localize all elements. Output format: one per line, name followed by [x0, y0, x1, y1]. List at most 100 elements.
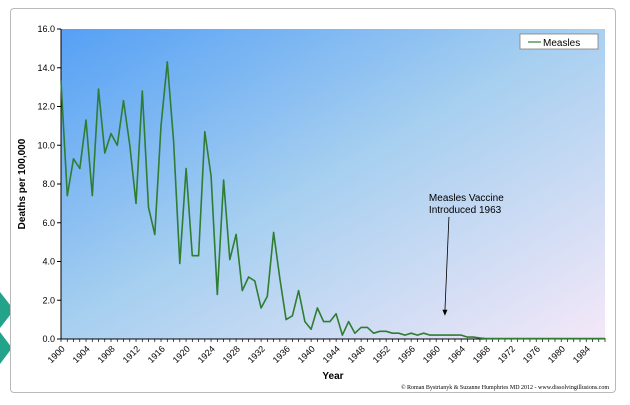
x-tick-label: 1916 [146, 344, 167, 365]
x-tick-label: 1976 [521, 344, 542, 365]
data-point [341, 334, 343, 336]
data-point [172, 140, 175, 142]
data-point [348, 320, 350, 323]
x-tick-label: 1912 [121, 344, 142, 365]
data-point [379, 330, 381, 332]
data-point [566, 338, 569, 340]
data-point [116, 144, 118, 146]
data-point [291, 315, 293, 317]
data-point [460, 334, 462, 336]
data-point [216, 293, 218, 296]
data-point [573, 338, 575, 340]
copyright-credit: © Roman Bystrianyk & Suzanne Humphries M… [401, 384, 609, 391]
data-point [335, 313, 337, 315]
annotation-arrow [444, 216, 450, 311]
data-point [529, 338, 531, 340]
x-tick-label: 1944 [321, 344, 342, 365]
data-point [466, 336, 469, 338]
annotation-text: Measles Vaccine [429, 193, 504, 204]
annotation-text: Introduced 1963 [429, 205, 502, 216]
y-axis-title: Deaths per 100,000 [17, 138, 28, 229]
data-point [254, 280, 256, 282]
x-tick-label: 1964 [446, 344, 467, 365]
y-tick-label: 16.0 [37, 24, 55, 34]
series-layer [60, 61, 606, 340]
data-point [554, 338, 556, 340]
legend-label: Measles [543, 38, 580, 49]
plot-area [61, 29, 605, 339]
data-point [104, 152, 106, 154]
data-point [510, 338, 512, 340]
data-point [441, 334, 444, 336]
x-tick-label: 1924 [196, 344, 217, 365]
data-point [479, 337, 481, 339]
data-point [279, 278, 281, 280]
data-point [410, 332, 412, 334]
data-point [491, 338, 494, 340]
data-point [210, 175, 212, 177]
y-tick-label: 6.0 [42, 218, 55, 228]
data-point [110, 133, 112, 135]
data-point [304, 320, 306, 323]
x-tick-label: 1948 [346, 344, 367, 365]
y-tick-label: 0.0 [42, 334, 55, 344]
data-point [204, 131, 206, 133]
data-point [454, 334, 456, 336]
data-point [579, 338, 581, 340]
data-point [141, 90, 143, 92]
x-tick-label: 1956 [396, 344, 417, 365]
data-point [179, 262, 181, 265]
data-point [485, 338, 487, 340]
data-point [391, 332, 394, 334]
data-point [398, 332, 400, 334]
x-axis-title: Year [322, 371, 343, 382]
data-point [423, 332, 425, 334]
data-point [548, 338, 550, 340]
data-point [560, 338, 562, 340]
data-point [241, 289, 243, 292]
data-point [247, 276, 250, 278]
data-point [585, 338, 587, 340]
x-tick-label: 1936 [271, 344, 292, 365]
y-tick-label: 8.0 [42, 179, 55, 189]
x-tick-label: 1940 [296, 344, 317, 365]
data-point [122, 100, 125, 102]
x-tick-label: 1904 [71, 344, 92, 365]
data-point [360, 326, 362, 328]
data-point [329, 320, 331, 323]
data-point [385, 330, 387, 332]
y-tick-label: 12.0 [37, 102, 55, 112]
data-point [97, 88, 100, 90]
data-point [260, 307, 262, 309]
x-tick-label: 1900 [46, 344, 67, 365]
data-point [272, 231, 275, 234]
x-tick-label: 1928 [221, 344, 242, 365]
data-point [191, 255, 193, 257]
x-tick-label: 1932 [246, 344, 267, 365]
data-point [504, 338, 506, 340]
data-point [266, 295, 268, 297]
data-point [166, 61, 168, 63]
data-point [473, 336, 475, 338]
data-point [498, 338, 500, 340]
x-tick-label: 1980 [546, 344, 567, 365]
data-point [79, 167, 81, 170]
data-point [591, 338, 594, 340]
x-tick-label: 1968 [471, 344, 492, 365]
x-tick-label: 1960 [421, 344, 442, 365]
data-point [154, 233, 156, 235]
data-point [235, 233, 237, 235]
data-point [147, 206, 150, 208]
y-tick-label: 10.0 [37, 140, 55, 150]
data-point [72, 158, 75, 160]
data-point [541, 338, 544, 340]
legend: Measles [519, 33, 599, 50]
data-point [535, 338, 537, 340]
data-point [91, 195, 93, 197]
chart-frame: 0.0 2.0 4.0 6.0 8.0 10.0 12.0 14.0 16.0 1900 1904 1… [10, 8, 616, 393]
data-point [323, 320, 325, 323]
data-point [85, 119, 87, 121]
x-tick-label: 1952 [371, 344, 392, 365]
